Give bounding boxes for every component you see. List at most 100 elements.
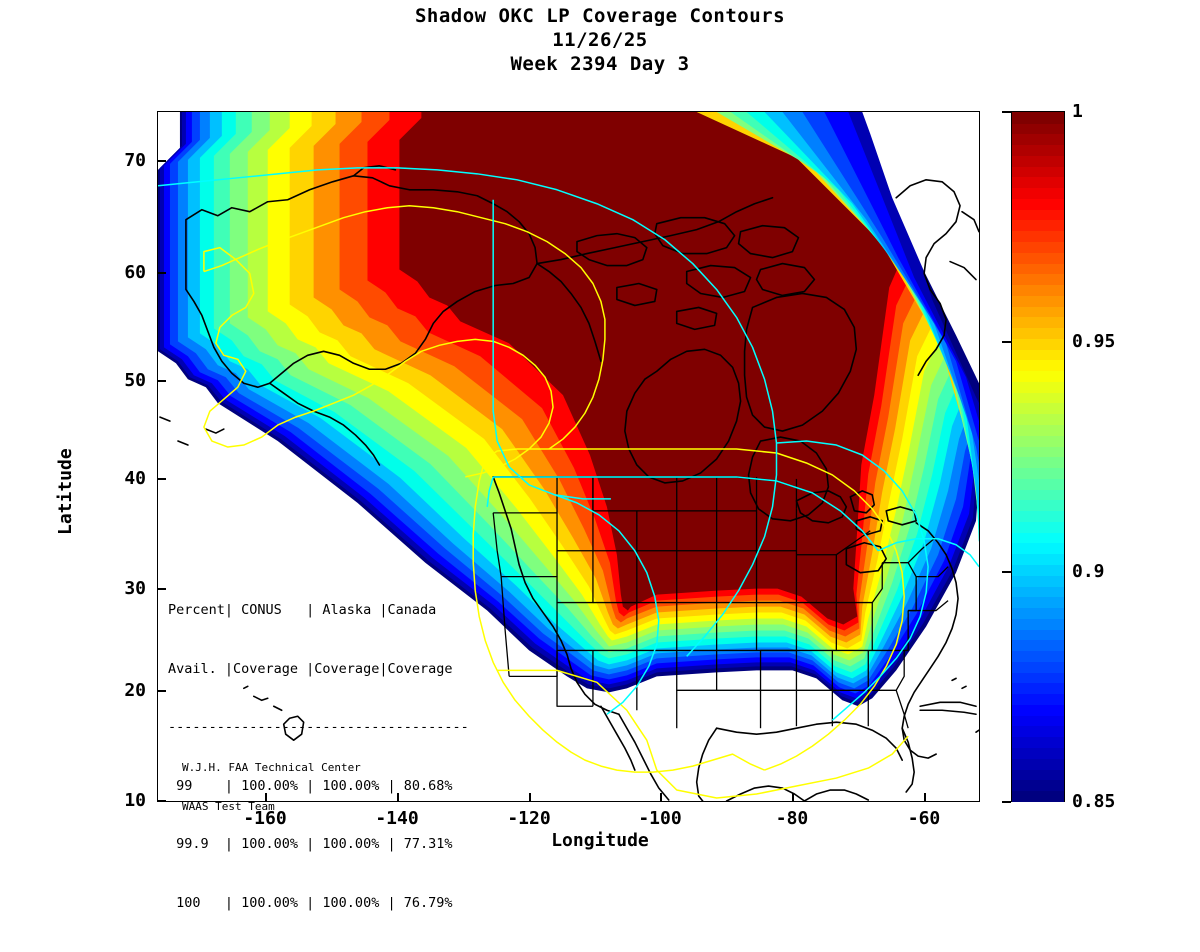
state-boundaries (492, 476, 949, 729)
colorbar-segment (1012, 251, 1064, 264)
colorbar-segment (1012, 650, 1064, 662)
x-tick-n60 (924, 793, 926, 802)
colorbar-segment (1012, 704, 1064, 716)
stats-header-line-2: Avail. |Coverage |Coverage|Coverage (168, 660, 453, 677)
y-tick-10 (157, 800, 166, 802)
y-tick-40 (157, 478, 166, 480)
stats-row-99: 99 | 100.00% | 100.00% | 80.68% (168, 777, 453, 794)
y-tick-30 (157, 588, 166, 590)
stats-header-line-1: Percent| CONUS | Alaska |Canada (168, 602, 437, 618)
y-tick-label-70: 70 (124, 150, 146, 171)
canada-boundary (158, 167, 979, 721)
colorbar-segment (1012, 348, 1064, 361)
colorbar-segment (1012, 682, 1064, 695)
colorbar-gradient (1012, 112, 1064, 802)
colorbar-segment (1012, 112, 1064, 124)
y-tick-label-10: 10 (124, 790, 146, 811)
colorbar-segment (1012, 779, 1064, 792)
colorbar-segment (1012, 693, 1064, 705)
colorbar-segment (1012, 488, 1064, 501)
colorbar-segment (1012, 381, 1064, 393)
colorbar-segment (1012, 478, 1064, 490)
colorbar-segment (1012, 661, 1064, 673)
y-tick-label-30: 30 (124, 578, 146, 599)
colorbar-segment (1012, 327, 1064, 339)
colorbar-segment (1012, 521, 1064, 533)
colorbar (1011, 111, 1065, 802)
colorbar-tick-1 (1002, 111, 1011, 113)
colorbar-segment (1012, 499, 1064, 512)
title-line-3: Week 2394 Day 3 (510, 53, 690, 75)
colorbar-tick-0-95 (1002, 341, 1011, 343)
stats-divider: ------------------------------------- (168, 719, 469, 735)
colorbar-segment (1012, 219, 1064, 232)
x-tick-n80 (792, 793, 794, 802)
colorbar-segment (1012, 617, 1064, 630)
arctic-gradient-overlay (608, 112, 979, 551)
colorbar-segment (1012, 338, 1064, 350)
colorbar-segment (1012, 208, 1064, 221)
colorbar-segment (1012, 714, 1064, 727)
colorbar-segment (1012, 413, 1064, 426)
colorbar-segment (1012, 574, 1064, 587)
x-tick-label-n120: -120 (507, 808, 551, 829)
colorbar-segment (1012, 144, 1064, 156)
colorbar-segment (1012, 671, 1064, 684)
y-axis-label: Latitude (55, 448, 76, 535)
y-tick-label-60: 60 (124, 262, 146, 283)
coverage-contour-map (158, 112, 979, 801)
y-tick-60 (157, 272, 166, 274)
colorbar-segment (1012, 747, 1064, 759)
colorbar-segment (1012, 316, 1064, 329)
x-tick-n120 (529, 793, 531, 802)
colorbar-segment (1012, 241, 1064, 253)
colorbar-segment (1012, 510, 1064, 522)
x-tick-n100 (660, 793, 662, 802)
coverage-stats-table: Percent| CONUS | Alaska |Canada Avail. |… (168, 562, 469, 952)
x-tick-label-n60: -60 (907, 808, 941, 829)
y-tick-label-20: 20 (124, 680, 146, 701)
colorbar-segment (1012, 564, 1064, 576)
colorbar-segment (1012, 628, 1064, 641)
credit-line-1: W.J.H. FAA Technical Center (182, 761, 361, 774)
x-tick-n140 (397, 793, 399, 802)
colorbar-segment (1012, 262, 1064, 275)
colorbar-segment (1012, 542, 1064, 555)
x-axis-label: Longitude (551, 830, 649, 851)
figure-title: Shadow OKC LP Coverage Contours 11/26/25… (0, 4, 1200, 76)
credit-block: W.J.H. FAA Technical Center WAAS Test Te… (182, 735, 361, 839)
x-tick-label-n140: -140 (375, 808, 419, 829)
atlantic-white-wedge (856, 540, 979, 771)
title-line-2: 11/26/25 (552, 29, 648, 51)
colorbar-segment (1012, 434, 1064, 447)
service-volume-boundary (203, 204, 909, 799)
colorbar-segment (1012, 391, 1064, 404)
x-tick-label-n160: -160 (243, 808, 287, 829)
colorbar-segment (1012, 359, 1064, 372)
colorbar-segment (1012, 305, 1064, 318)
colorbar-segment (1012, 456, 1064, 469)
y-tick-50 (157, 380, 166, 382)
y-tick-label-40: 40 (124, 468, 146, 489)
colorbar-segment (1012, 639, 1064, 652)
colorbar-segment (1012, 187, 1064, 199)
colorbar-segment (1012, 467, 1064, 479)
colorbar-label-0-9: 0.9 (1072, 561, 1105, 582)
colorbar-segment (1012, 736, 1064, 748)
colorbar-segment (1012, 768, 1064, 781)
colorbar-segment (1012, 757, 1064, 770)
colorbar-tick-0-85 (1002, 801, 1011, 803)
colorbar-segment (1012, 531, 1064, 544)
x-tick-n160 (265, 793, 267, 802)
colorbar-label-0-85: 0.85 (1072, 791, 1116, 812)
colorbar-segment (1012, 176, 1064, 189)
colorbar-segment (1012, 424, 1064, 436)
map-plot-area (157, 111, 980, 802)
x-tick-label-n100: -100 (638, 808, 682, 829)
credit-line-2: WAAS Test Team (182, 800, 275, 813)
colorbar-segment (1012, 295, 1064, 307)
y-tick-20 (157, 690, 166, 692)
stats-row-100: 100 | 100.00% | 100.00% | 76.79% (168, 894, 453, 911)
colorbar-segment (1012, 725, 1064, 738)
colorbar-segment (1012, 402, 1064, 415)
